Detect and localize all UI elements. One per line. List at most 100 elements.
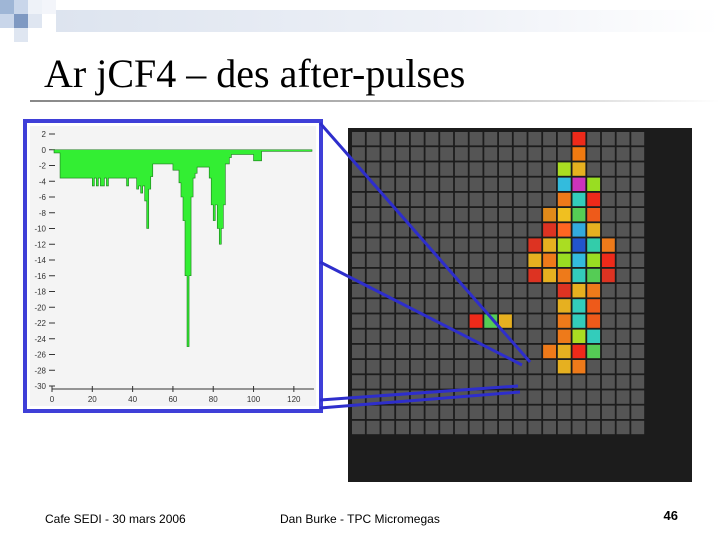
pad-hit bbox=[587, 223, 601, 237]
pad bbox=[499, 268, 512, 283]
pad bbox=[410, 405, 424, 419]
top-band bbox=[56, 10, 720, 32]
pad bbox=[499, 253, 512, 267]
pad bbox=[352, 147, 365, 161]
y-tick-label: -28 bbox=[34, 366, 46, 375]
pad-hit bbox=[557, 344, 571, 359]
pad bbox=[616, 132, 630, 146]
pad bbox=[616, 420, 630, 435]
connector-line bbox=[318, 122, 532, 363]
pad bbox=[454, 314, 468, 328]
x-tick-label: 120 bbox=[287, 395, 301, 404]
pad bbox=[513, 238, 527, 252]
pad bbox=[381, 132, 395, 146]
pad bbox=[440, 162, 454, 176]
pad bbox=[513, 208, 527, 222]
pad bbox=[543, 360, 556, 374]
pad bbox=[499, 147, 512, 161]
pad bbox=[454, 344, 468, 359]
pad bbox=[352, 299, 365, 313]
pad bbox=[425, 132, 439, 146]
pad bbox=[410, 132, 424, 146]
pad bbox=[499, 405, 512, 419]
pad bbox=[440, 192, 454, 207]
pad bbox=[631, 299, 645, 313]
pad bbox=[454, 299, 468, 313]
pad-hit bbox=[587, 208, 601, 222]
pad bbox=[601, 420, 615, 435]
pad bbox=[484, 405, 498, 419]
pad bbox=[469, 375, 483, 389]
pad bbox=[631, 132, 645, 146]
pad bbox=[440, 299, 454, 313]
pad bbox=[543, 329, 556, 343]
y-tick-label: -12 bbox=[34, 240, 46, 249]
pad bbox=[425, 420, 439, 435]
pad-hit bbox=[572, 223, 586, 237]
pad bbox=[410, 329, 424, 343]
pad bbox=[528, 329, 542, 343]
pad bbox=[381, 177, 395, 191]
pad-hit bbox=[557, 314, 571, 328]
pad bbox=[631, 177, 645, 191]
pad bbox=[469, 405, 483, 419]
pad bbox=[543, 405, 556, 419]
pad bbox=[631, 420, 645, 435]
pad bbox=[366, 238, 380, 252]
pad bbox=[631, 329, 645, 343]
pad-hit bbox=[543, 253, 556, 267]
pad bbox=[513, 162, 527, 176]
pad bbox=[454, 223, 468, 237]
pad bbox=[513, 132, 527, 146]
pad-hit bbox=[557, 299, 571, 313]
pad bbox=[469, 177, 483, 191]
pad-hit bbox=[557, 223, 571, 237]
pad-hit bbox=[587, 314, 601, 328]
pad-hit bbox=[587, 268, 601, 283]
connector-line bbox=[319, 390, 521, 410]
pad bbox=[484, 223, 498, 237]
pad bbox=[366, 208, 380, 222]
pad bbox=[616, 405, 630, 419]
pad bbox=[572, 390, 586, 404]
pad bbox=[484, 375, 498, 389]
pad bbox=[513, 192, 527, 207]
pad-hit bbox=[557, 162, 571, 176]
pad bbox=[396, 284, 409, 298]
y-tick-label: -16 bbox=[34, 272, 46, 281]
pad bbox=[601, 405, 615, 419]
pad-hit bbox=[572, 314, 586, 328]
pad bbox=[469, 360, 483, 374]
pad bbox=[631, 314, 645, 328]
pad bbox=[528, 360, 542, 374]
pad bbox=[381, 299, 395, 313]
pad bbox=[528, 375, 542, 389]
pad bbox=[601, 132, 615, 146]
pad-hit bbox=[557, 238, 571, 252]
pad bbox=[543, 162, 556, 176]
pad bbox=[499, 132, 512, 146]
pad bbox=[381, 405, 395, 419]
pad bbox=[557, 390, 571, 404]
pad bbox=[499, 420, 512, 435]
pad bbox=[528, 192, 542, 207]
pad bbox=[601, 329, 615, 343]
pad bbox=[528, 147, 542, 161]
pad-hit bbox=[572, 284, 586, 298]
pad bbox=[601, 299, 615, 313]
pad bbox=[381, 314, 395, 328]
pad bbox=[396, 375, 409, 389]
footer-center: Dan Burke - TPC Micromegas bbox=[280, 512, 440, 526]
pad bbox=[440, 344, 454, 359]
pad-hit bbox=[528, 253, 542, 267]
pad bbox=[587, 390, 601, 404]
pad bbox=[352, 223, 365, 237]
pad-hit bbox=[572, 177, 586, 191]
y-tick-label: -10 bbox=[34, 225, 46, 234]
pad-hit bbox=[587, 344, 601, 359]
zoom-connector bbox=[318, 122, 532, 410]
pad bbox=[425, 223, 439, 237]
pad bbox=[352, 238, 365, 252]
pad bbox=[410, 223, 424, 237]
